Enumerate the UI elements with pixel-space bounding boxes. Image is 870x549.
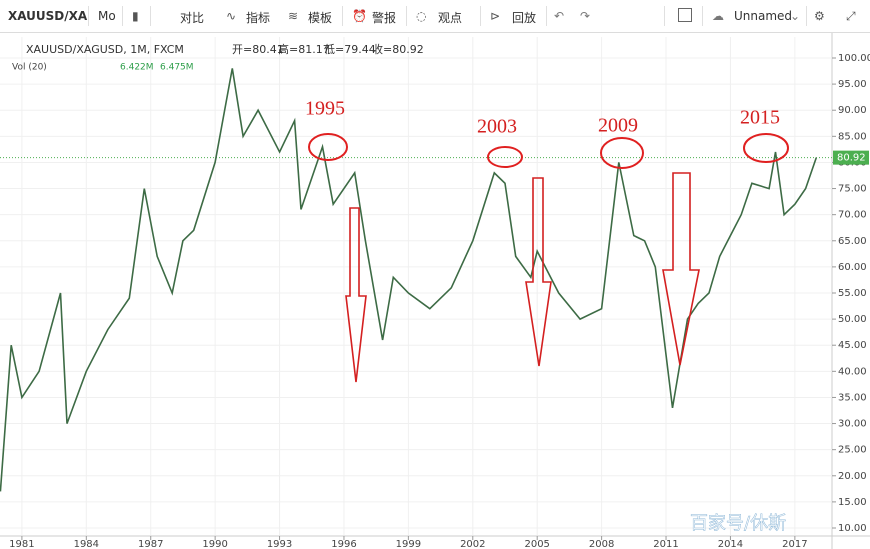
fullscreen-checkbox[interactable]	[678, 8, 692, 22]
x-tick-label: 2014	[718, 539, 743, 549]
y-tick-label: 45.00	[838, 340, 867, 351]
y-tick-label: 90.00	[838, 105, 867, 116]
y-tick-label: 40.00	[838, 366, 867, 377]
x-tick-label: 1999	[396, 539, 421, 549]
circle-1995	[308, 133, 348, 161]
y-tick-label: 20.00	[838, 471, 867, 482]
x-tick-label: 2017	[782, 539, 807, 549]
x-tick-label: 1981	[9, 539, 34, 549]
ideas-icon: ◌	[416, 9, 427, 23]
alert-icon: ⏰	[352, 9, 367, 23]
candle-icon[interactable]: ▮	[132, 9, 139, 23]
settings-button[interactable]: ⚙	[814, 9, 825, 23]
y-tick-label: 60.00	[838, 262, 867, 273]
watermark: 百家号/休斯	[690, 513, 786, 534]
drawings	[308, 133, 789, 169]
ohlc-reading: 收=80.92	[372, 42, 424, 56]
y-tick-label: 65.00	[838, 236, 867, 247]
volume-title: Vol (20)	[12, 63, 47, 73]
annotation: 2015	[740, 107, 780, 129]
price-line	[0, 68, 818, 492]
indicators-button[interactable]: 指标	[246, 11, 271, 25]
ohlc-reading: 低=79.44	[324, 43, 376, 56]
chart-background	[0, 33, 870, 549]
x-tick-label: 1996	[331, 539, 356, 549]
ohlc-reading: 高=81.17	[278, 42, 330, 56]
x-tick-label: 2008	[589, 539, 614, 549]
y-tick-label: 25.00	[838, 445, 867, 456]
layout-dropdown[interactable]: ⌄	[790, 9, 801, 23]
last-price-badge	[833, 150, 869, 165]
annotation: 2003	[477, 116, 517, 138]
expand-button[interactable]: ⤢	[846, 9, 856, 23]
x-tick-label: 1984	[74, 539, 99, 549]
arrows	[345, 172, 700, 383]
x-tick-label: 1990	[202, 539, 227, 549]
annotation: 2009	[598, 115, 638, 137]
last-price-label: 80.92	[837, 153, 866, 164]
toolbar: XAUUSD/XA Mo ▮ 对比 ∿ 指标 ≋ 模板 ⏰ 警报 ◌ 观点 ⊳ …	[0, 0, 870, 33]
y-tick-label: 55.00	[838, 288, 867, 299]
volume-reading: 6.422M	[120, 63, 154, 73]
legend: XAUUSD/XAGUSD, 1M, FXCM 开=80.41高=81.17低=7…	[12, 42, 786, 534]
y-tick-label: 30.00	[838, 419, 867, 430]
x-tick-label: 2005	[524, 539, 549, 549]
templates-button[interactable]: 模板	[308, 11, 333, 25]
cloud-icon: ☁	[712, 9, 724, 23]
layout-button[interactable]: Unnamed	[734, 9, 793, 23]
x-tick-label: 1987	[138, 539, 163, 549]
undo-button[interactable]: ↶	[554, 9, 565, 23]
arrow-2	[525, 177, 552, 367]
arrow-1	[345, 207, 367, 383]
replay-button[interactable]: 回放	[512, 11, 537, 25]
y-tick-label: 15.00	[838, 497, 867, 508]
y-tick-label: 50.00	[838, 314, 867, 325]
interval-button[interactable]: Mo	[98, 9, 116, 23]
indicator-icon: ∿	[226, 9, 237, 23]
volume-reading: 6.475M	[160, 63, 194, 73]
y-tick-label: 100.00	[838, 53, 870, 64]
grid: 10.00 15.00 20.00 25.00 30.00 35.00 40.00 45.00…	[0, 37, 870, 549]
y-tick-label: 85.00	[838, 131, 867, 142]
x-tick-label: 1993	[267, 539, 292, 549]
ohlc-reading: 开=80.41	[232, 43, 284, 56]
compare-button[interactable]: 对比	[180, 11, 205, 25]
circle-2003	[487, 146, 523, 168]
circle-2009	[600, 137, 644, 169]
x-tick-label: 2002	[460, 539, 485, 549]
y-tick-label: 95.00	[838, 79, 867, 90]
chart-title: XAUUSD/XAGUSD, 1M, FXCM	[26, 43, 184, 56]
arrow-3	[662, 172, 700, 366]
y-tick-label: 70.00	[838, 210, 867, 221]
ideas-button[interactable]: 观点	[438, 11, 463, 25]
x-tick-label: 2011	[653, 539, 678, 549]
symbol-button[interactable]: XAUUSD/XA	[8, 9, 88, 23]
y-tick-label: 35.00	[838, 392, 867, 403]
y-tick-label: 75.00	[838, 184, 867, 195]
y-tick-label: 10.00	[838, 523, 867, 534]
chart: 10.00 15.00 20.00 25.00 30.00 35.00 40.00 45.00…	[0, 33, 870, 549]
circle-2015	[743, 133, 789, 163]
template-icon: ≋	[288, 9, 299, 23]
replay-icon: ⊳	[490, 9, 501, 23]
plot: 80.92	[0, 68, 869, 492]
redo-button[interactable]: ↷	[580, 9, 591, 23]
annotation: 1995	[305, 98, 345, 120]
alert-button[interactable]: 警报	[372, 11, 397, 25]
